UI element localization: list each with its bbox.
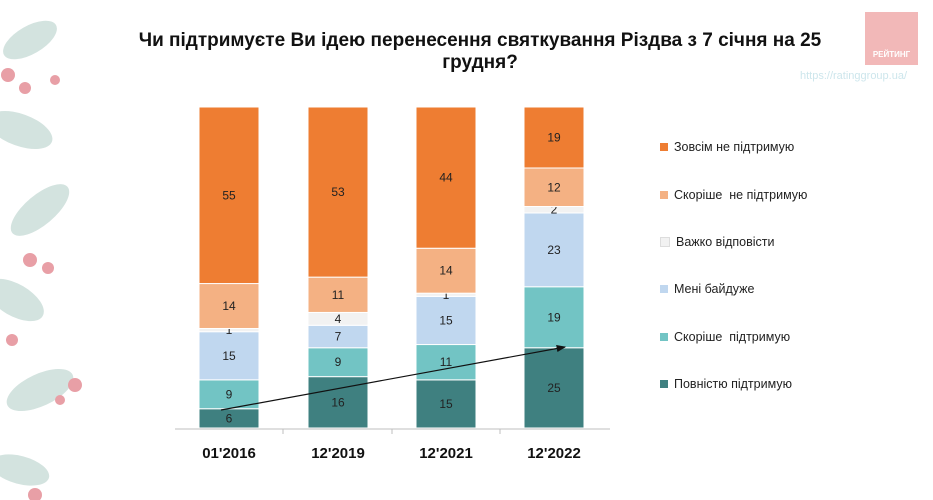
legend-label: Мені байдуже	[674, 282, 755, 296]
bar-segment	[523, 167, 585, 208]
data-label: 19	[547, 130, 561, 144]
data-label: 25	[547, 381, 561, 395]
bar-segment	[198, 331, 260, 381]
chart-title: Чи підтримуєте Ви ідею перенесення святк…	[138, 30, 822, 73]
data-label: 7	[335, 330, 342, 344]
bar-segment	[523, 286, 585, 349]
x-tick-label: 12'2022	[527, 445, 581, 462]
data-label: 14	[222, 299, 236, 313]
source-url[interactable]: https://ratinggroup.ua/	[800, 70, 908, 82]
legend-swatch	[660, 143, 668, 151]
legend-swatch	[660, 380, 668, 388]
data-label: 9	[226, 387, 233, 401]
bar-segment	[523, 347, 585, 429]
legend-swatch	[660, 285, 668, 293]
bar-segment	[198, 106, 260, 285]
data-label: 11	[440, 355, 453, 369]
data-label: 6	[226, 411, 233, 425]
bar-segment	[307, 347, 369, 378]
bar-segment	[415, 247, 477, 294]
legend-swatch	[660, 237, 670, 247]
legend-label: Важко відповісти	[676, 235, 775, 249]
data-label: 44	[439, 171, 453, 185]
bar-segment	[415, 106, 477, 249]
data-label: 15	[439, 397, 453, 411]
data-label: 55	[222, 188, 236, 202]
data-label: 12	[547, 180, 561, 194]
data-label: 23	[547, 243, 561, 257]
data-label: 19	[547, 310, 561, 324]
legend-item: Повністю підтримую	[660, 377, 792, 391]
legend-item: Мені байдуже	[660, 282, 754, 296]
data-label: 9	[335, 355, 342, 369]
data-label: 14	[439, 264, 453, 278]
data-label: 16	[331, 395, 345, 409]
legend-item: Важко відповісти	[660, 235, 775, 249]
data-label: 2	[551, 203, 558, 217]
bar-segment	[307, 276, 369, 313]
data-label: 53	[331, 185, 345, 199]
legend-label: Зовсім не підтримую	[674, 140, 795, 154]
x-tick-label: 12'2019	[311, 445, 365, 462]
legend-swatch	[660, 191, 668, 199]
holly-decoration	[0, 20, 82, 500]
legend-label: Скоріше не підтримую	[674, 188, 808, 202]
data-label: 1	[226, 323, 233, 337]
legend-label: Скоріше підтримую	[674, 330, 791, 344]
data-label: 1	[443, 288, 450, 302]
legend-item: Скоріше підтримую	[660, 330, 790, 344]
bar-segment	[523, 212, 585, 288]
x-tick-label: 12'2021	[419, 445, 473, 462]
bar-segment	[523, 106, 585, 169]
logo-text: РЕЙТИНГ	[872, 50, 911, 59]
rating-logo: РЕЙТИНГ	[865, 12, 918, 65]
data-label: 11	[332, 288, 345, 302]
legend-swatch	[660, 333, 668, 341]
data-label: 15	[439, 313, 453, 327]
x-tick-label: 01'2016	[202, 445, 256, 462]
bar-segment	[415, 344, 477, 381]
legend-item: Зовсім не підтримую	[660, 140, 794, 154]
data-label: 4	[335, 312, 342, 326]
legend-item: Скоріше не підтримую	[660, 188, 807, 202]
legend-label: Повністю підтримую	[674, 377, 792, 391]
trend-arrow	[220, 344, 567, 411]
bar-segment	[415, 379, 477, 429]
bar-segment	[198, 283, 260, 329]
bar-segment	[307, 376, 369, 429]
bar-segment	[307, 106, 369, 278]
data-label: 15	[222, 349, 236, 363]
